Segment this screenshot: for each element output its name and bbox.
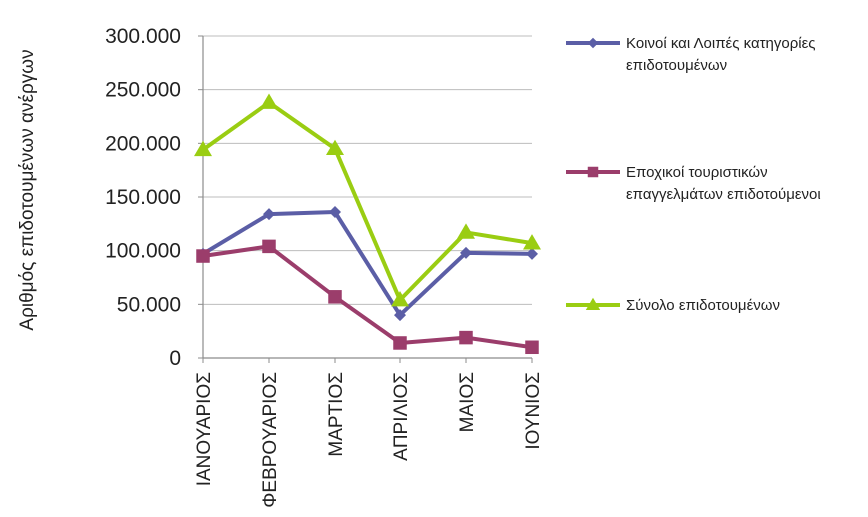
x-tick-label: ΜΑΡΤΙΟΣ (326, 372, 347, 457)
legend-item: Κοινοί και Λοιπές κατηγορίες επιδοτουμένω… (566, 35, 816, 74)
legend: Κοινοί και Λοιπές κατηγορίες επιδοτουμένω… (566, 35, 821, 314)
diamond-marker (460, 246, 472, 259)
triangle-marker (457, 223, 475, 239)
triangle-marker (194, 140, 212, 157)
y-tick-label: 50.000 (117, 293, 181, 316)
y-axis-label: Αριθμός επιδοτουμένων ανέργων (17, 49, 38, 330)
x-tick-label: ΑΠΡΙΛΙΟΣ (391, 372, 412, 461)
square-marker (459, 330, 473, 345)
square-marker (587, 166, 599, 178)
y-tick-label: 250.000 (105, 79, 181, 102)
triangle-marker (326, 139, 344, 155)
legend-label: Εποχικοί τουριστικών (626, 164, 768, 181)
series-2 (196, 239, 539, 355)
diamond-marker (394, 309, 406, 322)
axes (198, 35, 533, 363)
triangle-marker (585, 297, 601, 311)
square-marker (262, 239, 276, 254)
series-line (202, 244, 533, 350)
legend-item: Σύνολο επιδοτουμένων (566, 297, 780, 314)
x-tick-label: ΦΕΒΡΟΥΑΡΙΟΣ (260, 372, 281, 508)
square-marker (393, 336, 407, 350)
tick-labels: 0 50.000 100.000 150.000 200.000 250.000 300.0… (105, 25, 544, 508)
legend-label: επιδοτουμένων (626, 57, 727, 74)
legend-label: επαγγελμάτων επιδοτούμενοι (626, 186, 821, 203)
diamond-marker (329, 206, 341, 219)
y-tick-label: 200.000 (105, 132, 181, 155)
triangle-marker (523, 234, 541, 250)
triangle-marker (260, 93, 278, 109)
y-tick-label: 0 (169, 347, 181, 370)
y-tick-label: 300.000 (105, 25, 181, 48)
square-marker (196, 249, 210, 263)
legend-label: Κοινοί και Λοιπές κατηγορίες (626, 35, 816, 52)
diamond-marker (526, 247, 538, 260)
diamond-marker (263, 208, 275, 221)
legend-label: Σύνολο επιδοτουμένων (626, 297, 780, 314)
series-line (201, 100, 533, 303)
square-marker (328, 290, 342, 304)
x-tick-label: ΙΑΝΟΥΑΡΙΟΣ (194, 372, 215, 486)
series-3 (194, 93, 541, 307)
y-tick-label: 150.000 (105, 186, 181, 209)
diamond-marker (587, 37, 599, 49)
square-marker (525, 340, 539, 355)
y-tick-label: 100.000 (105, 240, 181, 263)
x-tick-label: ΙΟΥΝΙΟΣ (523, 372, 544, 450)
gridlines (203, 35, 532, 305)
legend-item: Εποχικοί τουριστικών επαγγελμάτων επιδοτο… (566, 164, 821, 203)
x-tick-label: ΜΑΙΟΣ (457, 372, 478, 432)
triangle-marker (391, 291, 409, 307)
series-lines (194, 93, 541, 355)
series-line (201, 210, 533, 318)
